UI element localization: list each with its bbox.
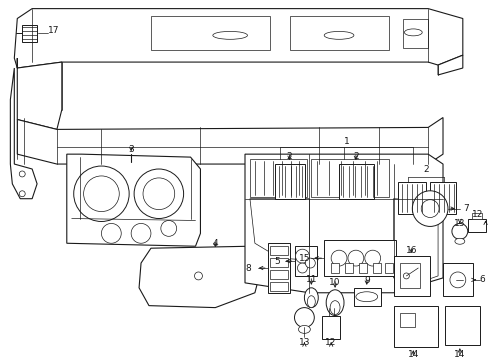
Circle shape [84, 176, 119, 212]
Circle shape [421, 200, 439, 217]
Text: 14: 14 [408, 350, 419, 359]
Circle shape [74, 166, 129, 221]
Text: 12: 12 [472, 210, 484, 219]
Polygon shape [393, 256, 430, 296]
Bar [331, 263, 339, 273]
Ellipse shape [298, 325, 310, 333]
Circle shape [403, 273, 409, 279]
Ellipse shape [307, 296, 315, 307]
Text: 3: 3 [128, 145, 134, 154]
Polygon shape [324, 240, 396, 276]
Polygon shape [250, 159, 307, 197]
Bar [468, 219, 486, 232]
Polygon shape [67, 154, 200, 246]
Ellipse shape [324, 31, 354, 39]
Circle shape [19, 171, 25, 177]
Polygon shape [443, 263, 473, 296]
Polygon shape [393, 306, 438, 347]
Bar [270, 258, 288, 267]
Bar [345, 263, 353, 273]
Circle shape [295, 249, 309, 263]
Circle shape [134, 169, 184, 219]
Text: 2: 2 [353, 152, 359, 161]
Polygon shape [294, 246, 317, 276]
Circle shape [412, 191, 448, 226]
Polygon shape [445, 306, 480, 345]
Ellipse shape [326, 290, 344, 315]
Circle shape [195, 272, 202, 280]
Polygon shape [438, 55, 463, 75]
Bar [472, 212, 482, 219]
Polygon shape [14, 9, 463, 68]
Text: 16: 16 [406, 246, 417, 255]
Text: 11: 11 [306, 275, 317, 284]
Text: 4: 4 [213, 239, 218, 248]
Text: 15: 15 [298, 253, 310, 262]
Circle shape [450, 272, 466, 288]
Polygon shape [290, 15, 389, 50]
Text: 13: 13 [298, 338, 310, 347]
Polygon shape [393, 199, 438, 283]
Circle shape [452, 224, 468, 239]
Circle shape [131, 224, 151, 243]
Bar [270, 282, 288, 291]
Circle shape [348, 250, 364, 266]
Text: 14: 14 [454, 350, 466, 359]
Polygon shape [268, 243, 290, 293]
Polygon shape [403, 18, 428, 48]
Polygon shape [430, 182, 456, 213]
Bar [322, 315, 340, 339]
Circle shape [331, 250, 347, 266]
Text: 7: 7 [463, 204, 468, 213]
Circle shape [161, 220, 177, 236]
Bar [373, 263, 381, 273]
Ellipse shape [455, 238, 465, 244]
Ellipse shape [356, 292, 378, 302]
Text: 13: 13 [454, 219, 466, 228]
Polygon shape [139, 246, 262, 307]
Bar [270, 246, 288, 255]
Polygon shape [10, 68, 37, 199]
Polygon shape [398, 182, 426, 213]
Polygon shape [151, 15, 270, 50]
Ellipse shape [330, 301, 340, 315]
Ellipse shape [213, 31, 247, 39]
Circle shape [305, 258, 315, 268]
Ellipse shape [304, 288, 319, 307]
Circle shape [19, 191, 25, 197]
Polygon shape [17, 117, 443, 164]
Text: 2: 2 [423, 166, 429, 175]
Polygon shape [17, 58, 62, 129]
Circle shape [294, 307, 314, 327]
Polygon shape [311, 159, 389, 197]
Text: 5: 5 [274, 257, 280, 266]
Polygon shape [250, 199, 309, 260]
Bar [385, 263, 392, 273]
Text: 9: 9 [364, 276, 369, 285]
Text: 8: 8 [245, 264, 251, 273]
Bar [270, 270, 288, 279]
Ellipse shape [404, 29, 422, 36]
Polygon shape [339, 164, 374, 199]
Polygon shape [245, 154, 443, 293]
Circle shape [297, 263, 307, 273]
Polygon shape [22, 26, 37, 42]
Bar [400, 312, 416, 327]
Bar [400, 263, 420, 288]
Text: 10: 10 [329, 278, 341, 287]
Bar [359, 263, 367, 273]
Polygon shape [275, 164, 305, 199]
Circle shape [143, 178, 175, 210]
Text: 17: 17 [48, 26, 60, 35]
Polygon shape [354, 288, 381, 306]
Circle shape [101, 224, 121, 243]
Circle shape [365, 250, 381, 266]
Text: 2: 2 [287, 152, 293, 161]
Text: 1: 1 [344, 137, 350, 146]
Text: 6: 6 [480, 275, 486, 284]
Text: 12: 12 [325, 338, 337, 347]
